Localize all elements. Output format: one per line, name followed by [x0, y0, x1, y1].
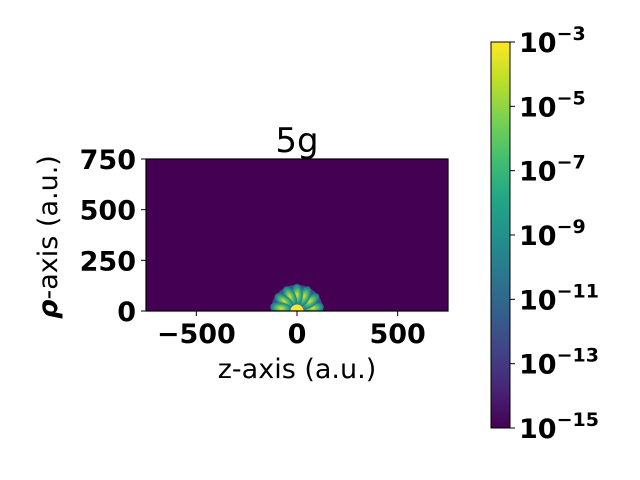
- x-axis: −500 0 500: [157, 311, 426, 350]
- colorbar-tick-label-4: 10−11: [519, 280, 599, 316]
- x-axis-label: z-axis (a.u.): [218, 354, 376, 385]
- colorbar-tick-label-3: 10−9: [519, 216, 586, 252]
- colorbar-tick-label-0: 10−3: [519, 23, 586, 59]
- colorbar-ticks: 10−3 10−5 10−7 10−9 10−11 10−13 10−15: [510, 23, 599, 445]
- x-tick-label-1: 0: [288, 319, 307, 350]
- colorbar-tick-label-2: 10−7: [519, 152, 586, 188]
- y-tick-label-2: 500: [80, 196, 136, 227]
- density-lobe-1: [300, 293, 320, 310]
- y-axis: 0 250 500 750: [80, 145, 146, 328]
- density-lobes: [270, 283, 324, 311]
- chart-title: 5g: [275, 121, 318, 161]
- density-core: [290, 304, 304, 311]
- plot-area: [145, 158, 449, 312]
- colorbar-tick-label-5: 10−13: [519, 345, 599, 381]
- density-lobe-6: [270, 302, 292, 311]
- y-tick-label-3: 750: [80, 145, 136, 176]
- y-tick-label-0: 0: [117, 297, 136, 328]
- y-tick-label-1: 250: [80, 246, 136, 277]
- x-tick-label-2: 500: [369, 319, 425, 350]
- y-axis-label-symbol: ρ: [33, 299, 64, 318]
- colorbar: 10−3 10−5 10−7 10−9 10−11 10−13 10−15: [490, 23, 599, 445]
- y-axis-label-text: -axis (a.u.): [33, 155, 64, 299]
- colorbar-gradient: [490, 41, 511, 429]
- colorbar-tick-label-6: 10−15: [519, 409, 599, 445]
- colorbar-tick-label-1: 10−5: [519, 87, 586, 123]
- y-axis-label: ρ-axis (a.u.): [33, 155, 64, 319]
- x-tick-label-0: −500: [157, 319, 236, 350]
